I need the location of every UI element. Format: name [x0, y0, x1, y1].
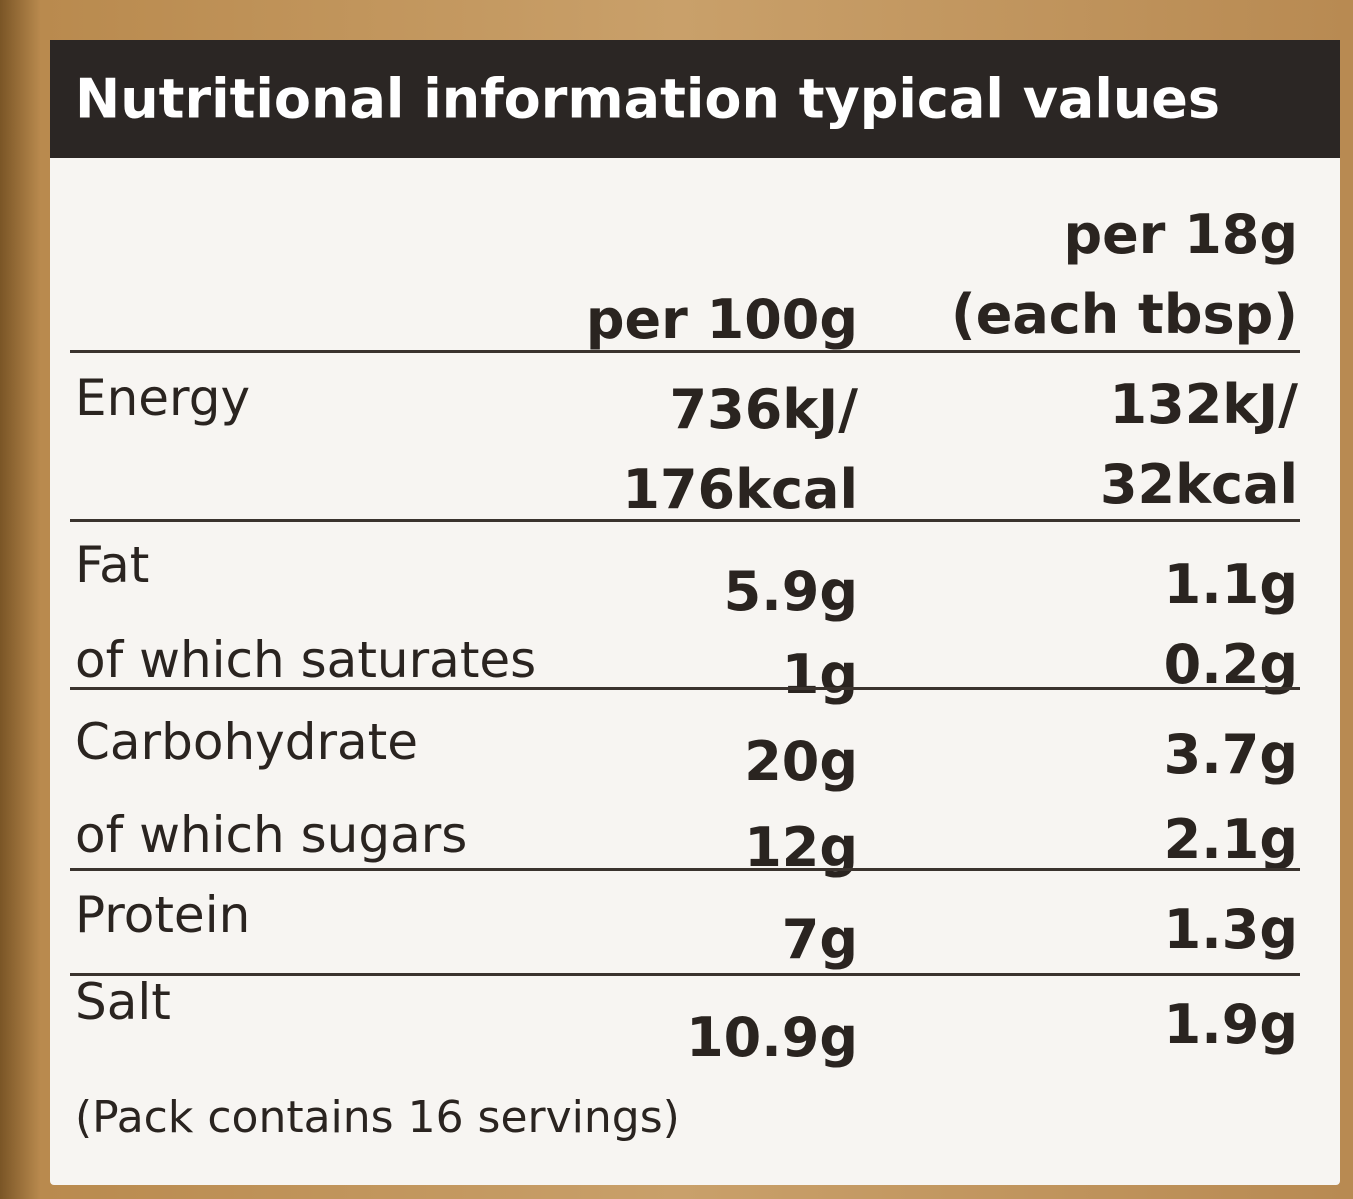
footnote: (Pack contains 16 servings): [75, 1092, 680, 1143]
value: 132kJ/: [1109, 373, 1298, 436]
row-label: of which sugars: [75, 806, 468, 864]
value: 10.9g: [686, 1006, 858, 1069]
value: 0.2g: [1163, 633, 1298, 696]
row-label: Carbohydrate: [75, 713, 419, 771]
value: 7g: [781, 908, 858, 971]
value: 1.3g: [1163, 898, 1298, 961]
value: 5.9g: [723, 560, 858, 623]
value: 1.1g: [1163, 553, 1298, 616]
column-header: per 18g: [1063, 203, 1298, 266]
rule: [70, 973, 1300, 976]
column-header: per 100g: [585, 288, 858, 351]
title: Nutritional information typical values: [75, 67, 1221, 131]
value: 176kcal: [622, 458, 858, 521]
header-bar: [50, 40, 1340, 158]
value: 1.9g: [1163, 993, 1298, 1056]
column-header: (each tbsp): [951, 283, 1298, 346]
value: 736kJ/: [669, 378, 858, 441]
label-panel: [50, 40, 1340, 1185]
value: 3.7g: [1163, 723, 1298, 786]
value: 1g: [781, 643, 858, 706]
value: 20g: [744, 730, 858, 793]
rule: [70, 350, 1300, 353]
rule: [70, 687, 1300, 690]
value: 2.1g: [1163, 808, 1298, 871]
row-label: Salt: [75, 973, 171, 1031]
rule: [70, 868, 1300, 871]
value: 12g: [744, 816, 858, 879]
row-label: Energy: [75, 369, 251, 427]
row-label: Fat: [75, 536, 150, 594]
rule: [70, 519, 1300, 522]
row-label: of which saturates: [75, 631, 537, 689]
value: 32kcal: [1099, 453, 1298, 516]
row-label: Protein: [75, 886, 251, 944]
